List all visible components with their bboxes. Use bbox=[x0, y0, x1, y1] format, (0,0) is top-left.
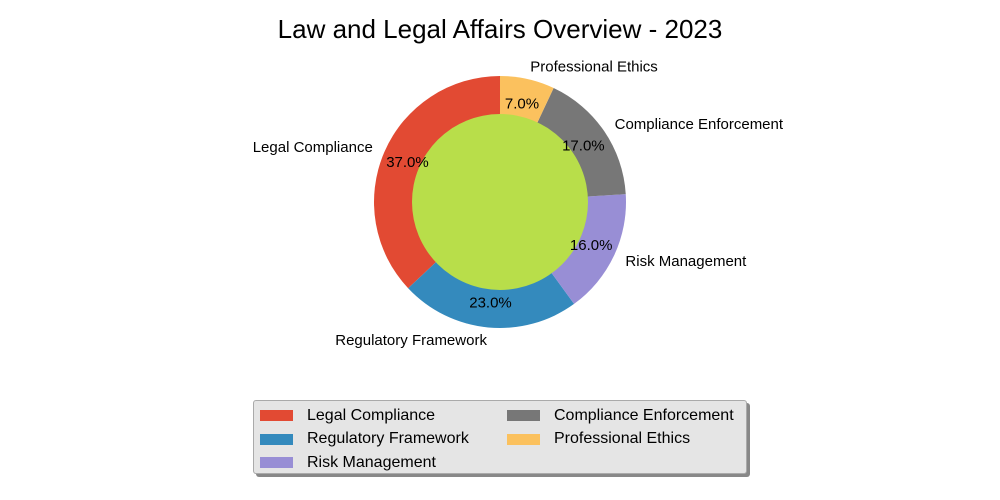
legend-swatch bbox=[260, 457, 293, 468]
category-label-professional-ethics: Professional Ethics bbox=[530, 59, 658, 76]
category-label-risk-management: Risk Management bbox=[625, 253, 747, 270]
percent-label-professional-ethics: 7.0% bbox=[505, 96, 539, 113]
category-label-regulatory-framework: Regulatory Framework bbox=[335, 332, 487, 349]
legend: Legal Compliance Compliance Enforcement Re… bbox=[253, 400, 747, 474]
chart-title: Law and Legal Affairs Overview - 2023 bbox=[278, 14, 723, 44]
legend-swatch bbox=[260, 410, 293, 421]
legend-label: Legal Compliance bbox=[307, 407, 435, 425]
legend-label: Risk Management bbox=[307, 454, 436, 472]
legend-label: Compliance Enforcement bbox=[554, 407, 734, 425]
percent-label-legal-compliance: 37.0% bbox=[386, 154, 429, 171]
legend-label: Regulatory Framework bbox=[307, 430, 469, 448]
legend-label: Professional Ethics bbox=[554, 430, 690, 448]
category-label-compliance-enforcement: Compliance Enforcement bbox=[615, 116, 784, 133]
category-label-legal-compliance: Legal Compliance bbox=[253, 139, 373, 156]
percent-label-compliance-enforcement: 17.0% bbox=[562, 137, 605, 154]
legend-swatch bbox=[260, 434, 293, 445]
legend-item-risk-management: Risk Management bbox=[260, 451, 507, 475]
legend-swatch bbox=[507, 410, 540, 421]
legend-swatch bbox=[507, 434, 540, 445]
legend-item-legal-compliance: Legal Compliance bbox=[260, 404, 507, 428]
legend-item-professional-ethics: Professional Ethics bbox=[507, 428, 747, 452]
percent-label-risk-management: 16.0% bbox=[570, 237, 613, 254]
legend-item-compliance-enforcement: Compliance Enforcement bbox=[507, 404, 747, 428]
legend-item-regulatory-framework: Regulatory Framework bbox=[260, 428, 507, 452]
percent-label-regulatory-framework: 23.0% bbox=[469, 294, 512, 311]
